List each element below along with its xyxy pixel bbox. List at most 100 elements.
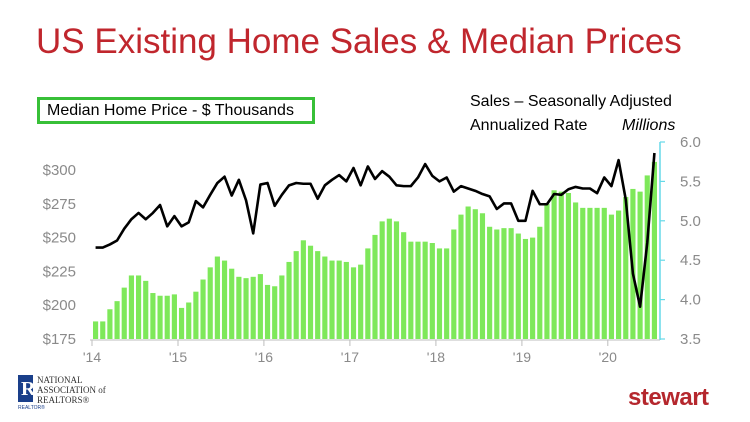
price-bar	[107, 309, 113, 339]
price-bar	[358, 264, 364, 339]
x-tick-label: '16	[255, 349, 273, 365]
price-bar	[114, 301, 120, 339]
price-bar	[157, 295, 163, 339]
nar-small-text: REALTOR®	[18, 404, 45, 411]
price-bar	[601, 207, 607, 339]
price-bar	[429, 243, 435, 339]
price-bar	[587, 207, 593, 339]
price-bar	[573, 202, 579, 339]
price-bar	[250, 276, 256, 339]
y-right-tick-label: 3.5	[680, 331, 701, 348]
price-bar	[329, 260, 335, 339]
sales-line	[95, 152, 656, 308]
x-tick-label: '19	[513, 349, 531, 365]
price-bar	[637, 191, 643, 339]
price-bar	[544, 203, 550, 339]
price-bar	[436, 248, 443, 339]
price-bar	[264, 284, 271, 339]
price-bar	[580, 207, 586, 339]
price-bar	[279, 275, 285, 339]
right-axis: 3.5 4.0 4.5 5.0 5.5 6.0	[659, 134, 701, 348]
price-bar	[186, 302, 192, 339]
y-left-tick-label: $275	[43, 196, 76, 213]
x-tick-label: '20	[599, 349, 617, 365]
x-tick-label: '18	[427, 349, 445, 365]
nar-logo: R REALTOR® NATIONAL ASSOCIATION of REALT…	[18, 375, 106, 411]
price-bar	[350, 267, 357, 339]
price-bar	[487, 226, 493, 339]
price-bar	[143, 280, 149, 339]
nar-line3: REALTORS®	[37, 395, 90, 405]
x-tick-label: '14	[83, 349, 101, 365]
price-bar	[343, 261, 349, 339]
y-left-tick-label: $250	[43, 230, 76, 247]
price-bar	[150, 293, 156, 339]
price-bar	[236, 276, 242, 339]
price-bar	[200, 279, 206, 339]
price-bar	[515, 233, 521, 339]
price-bar	[365, 248, 371, 339]
price-bar	[415, 241, 421, 339]
price-bar	[644, 175, 650, 339]
price-bar	[272, 286, 278, 339]
price-bar	[501, 228, 507, 339]
price-bar	[616, 210, 622, 339]
price-bar	[451, 229, 457, 339]
price-bar	[530, 237, 536, 339]
price-bar	[93, 321, 99, 339]
price-bar	[322, 256, 328, 339]
price-bar	[651, 161, 657, 339]
price-bar	[479, 213, 486, 339]
price-bar	[293, 251, 299, 339]
x-tick-label: '15	[169, 349, 187, 365]
price-bars	[93, 161, 657, 339]
y-right-tick-label: 5.0	[680, 213, 701, 230]
price-bar	[458, 214, 464, 339]
price-bar	[465, 206, 471, 339]
price-bar	[494, 229, 500, 339]
price-bar	[286, 261, 292, 339]
price-bar	[336, 260, 342, 339]
price-bar	[379, 221, 385, 339]
price-bar	[608, 214, 615, 339]
price-bar	[221, 260, 228, 339]
price-bar	[422, 241, 428, 339]
price-bar	[386, 218, 392, 339]
price-bar	[401, 232, 407, 339]
price-bar	[135, 275, 142, 339]
price-bar	[315, 251, 321, 339]
price-bar	[307, 245, 314, 339]
y-right-tick-label: 6.0	[680, 134, 701, 151]
price-bar	[565, 192, 572, 339]
price-bar	[243, 278, 249, 339]
y-left-tick-label: $225	[43, 263, 76, 280]
price-bar	[164, 295, 170, 339]
y-right-tick-label: 4.0	[680, 292, 701, 309]
price-bar	[558, 191, 564, 339]
x-axis: '14 '15 '16 '17 '18 '19 '20	[83, 339, 660, 365]
y-left-tick-label: $175	[43, 331, 76, 348]
y-left-tick-label: $200	[43, 297, 76, 314]
y-right-tick-label: 4.5	[680, 252, 701, 269]
price-bar	[551, 190, 557, 339]
price-bar	[193, 291, 199, 339]
price-bar	[537, 226, 543, 339]
price-bar	[508, 228, 514, 339]
price-bar	[372, 234, 378, 339]
price-bar	[257, 274, 263, 339]
sales-label-line1: Sales – Seasonally Adjusted	[470, 93, 672, 110]
price-bar	[100, 321, 106, 339]
chart-title: US Existing Home Sales & Median Prices	[36, 22, 682, 61]
price-bar	[522, 238, 529, 339]
svg-text:R: R	[21, 378, 36, 400]
price-bar	[178, 307, 185, 339]
price-bar	[171, 294, 177, 339]
sales-units-label: Millions	[622, 117, 676, 134]
y-right-tick-label: 5.5	[680, 173, 701, 190]
price-bar	[214, 256, 220, 339]
x-tick-label: '17	[341, 349, 359, 365]
price-bar	[472, 209, 478, 339]
sales-line-layer	[95, 152, 656, 308]
price-bar	[408, 241, 414, 339]
